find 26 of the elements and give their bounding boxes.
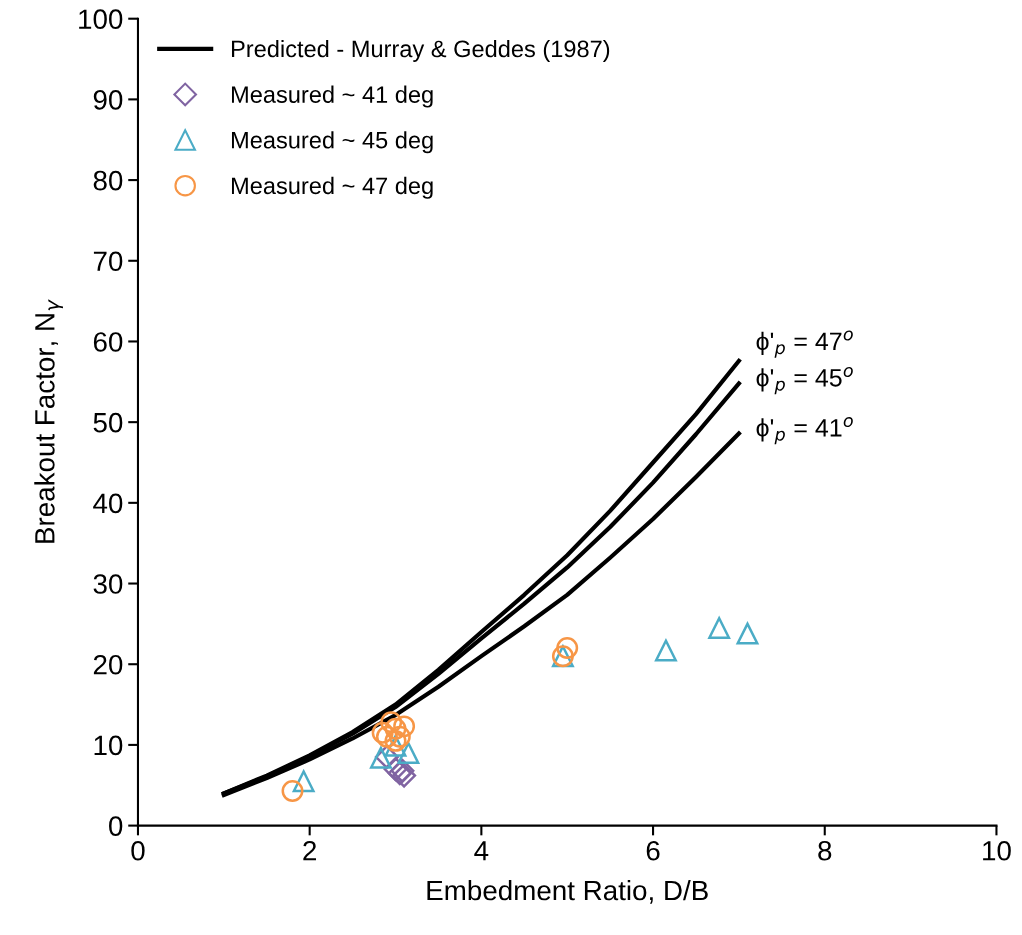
legend-label: Measured ~ 41 deg: [231, 85, 433, 108]
legend-label: Measured ~ 47 deg: [231, 176, 433, 199]
annotation: ϕ'$_{p}$ = 45$^{o}$: [756, 367, 853, 395]
y-tick-label: 10: [94, 735, 123, 756]
y-tick-label: 90: [93, 90, 123, 110]
y-tick-label: 50: [93, 412, 123, 433]
y-tick-label: 70: [93, 251, 123, 272]
annotation: ϕ'$_{p}$ = 47$^{o}$: [756, 330, 853, 358]
y-tick-label: 30: [93, 574, 123, 594]
x-axis-title: Embedment Ratio, D/B: [427, 879, 708, 904]
x-tick-label: 4: [474, 841, 489, 861]
x-tick-label: 2: [303, 840, 316, 861]
y-tick-label: 0: [109, 816, 123, 836]
y-tick-label: 20: [93, 654, 123, 675]
legend-label: Predicted - Murray & Geddes (1987): [231, 39, 610, 62]
x-tick-label: 6: [646, 840, 660, 861]
y-tick-label: 60: [93, 332, 123, 352]
x-tick-label: 10: [983, 840, 1011, 861]
legend-label: Measured ~ 45 deg: [231, 131, 433, 154]
x-tick-label: 0: [131, 840, 145, 861]
y-axis-title: Breakout Factor, N$_{γ}$: [34, 299, 63, 543]
x-tick-label: 8: [818, 840, 832, 861]
annotation: ϕ'$_{p}$ = 41$^{o}$: [756, 417, 853, 445]
y-tick-label: 40: [93, 493, 123, 514]
y-tick-label: 80: [93, 170, 123, 191]
y-tick-label: 100: [79, 9, 123, 30]
